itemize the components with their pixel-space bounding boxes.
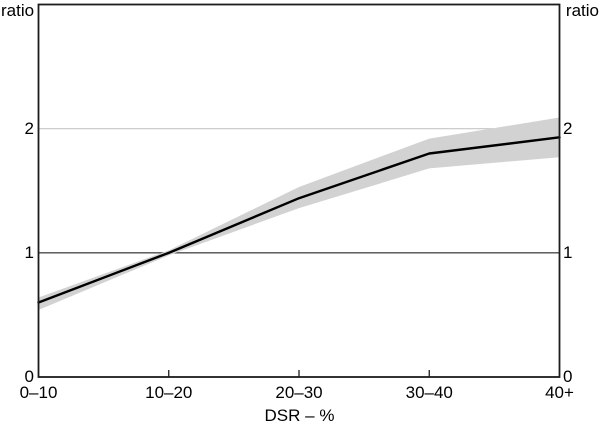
x-tick-label-3: 30–40 [405, 383, 453, 402]
x-tick-label-2: 20–30 [275, 383, 323, 402]
x-tick-label-0: 0–10 [19, 383, 58, 402]
x-tick-label-4: 40+ [545, 383, 574, 402]
y-tick-label-left-2: 2 [24, 118, 34, 138]
x-tick-label-1: 10–20 [145, 383, 193, 402]
y-axis-unit-left: ratio [1, 1, 35, 20]
plot-frame [37, 3, 561, 378]
ratio-line [37, 136, 561, 304]
y-tick-label-right-0: 0 [563, 367, 573, 386]
y-tick-label-right-2: 2 [563, 118, 573, 138]
x-axis-title: DSR – % [264, 406, 335, 425]
y-tick-label-right-1: 1 [563, 242, 573, 262]
y-tick-label-left-0: 0 [24, 367, 34, 386]
y-axis-unit-right: ratio [565, 1, 599, 20]
confidence-band [38, 117, 560, 310]
y-tick-label-left-1: 1 [24, 242, 34, 262]
